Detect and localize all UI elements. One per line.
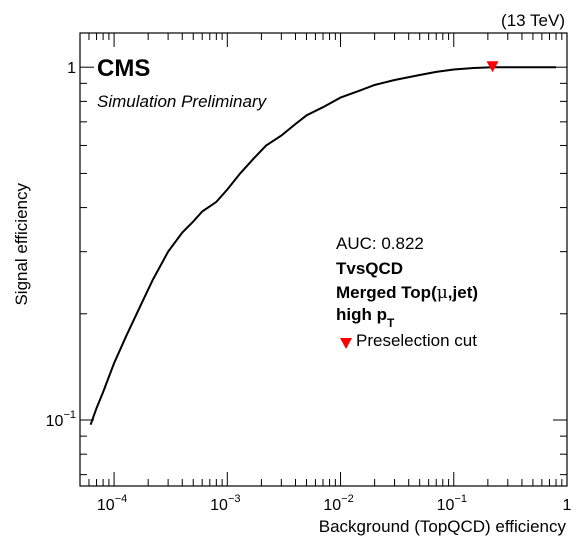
category-label: Merged Top(μ,jet) — [336, 283, 478, 303]
y-tick-label: 1 — [67, 60, 76, 77]
category-suffix: ,jet) — [448, 283, 478, 302]
tagger-label: TvsQCD — [336, 259, 403, 278]
x-tick-label-exponent: −1 — [454, 493, 467, 505]
axis-ticks — [79, 33, 568, 486]
pt-label: high pT — [336, 305, 395, 330]
pt-prefix: high p — [336, 305, 387, 324]
x-tick-label-base: 10 — [97, 497, 115, 514]
pt-subscript: T — [387, 316, 395, 330]
x-tick-label: 1 — [563, 497, 572, 514]
preselection-marker — [486, 61, 499, 73]
energy-label: (13 TeV) — [501, 11, 565, 30]
x-axis-label: Background (TopQCD) efficiency — [319, 517, 567, 536]
x-tick-label-base: 10 — [210, 497, 228, 514]
x-tick-label: 10−3 — [210, 493, 240, 514]
y-tick-label: 10−1 — [46, 409, 76, 430]
x-tick-label-base: 10 — [437, 497, 455, 514]
roc-curve-line — [89, 66, 556, 426]
legend-marker-label: Preselection cut — [356, 331, 477, 350]
x-tick-label: 10−4 — [97, 493, 127, 514]
x-tick-label-exponent: −4 — [115, 493, 128, 505]
x-tick-label-exponent: −3 — [228, 493, 241, 505]
x-tick-label: 10−1 — [437, 493, 467, 514]
category-prefix: Merged Top( — [336, 283, 437, 302]
y-tick-label-base: 10 — [46, 413, 64, 430]
x-tick-label-base: 10 — [323, 497, 341, 514]
auc-label: AUC: 0.822 — [336, 234, 424, 253]
y-axis-label: Signal efficiency — [12, 183, 31, 306]
x-tick-label: 10−2 — [323, 493, 353, 514]
y-tick-label-exponent: −1 — [63, 409, 76, 421]
category-mu: μ — [437, 283, 448, 303]
x-tick-label-exponent: −2 — [341, 493, 354, 505]
simulation-label: Simulation Preliminary — [97, 92, 268, 111]
legend-marker-icon — [340, 338, 352, 349]
axis-tick-labels: 10−4 10−3 10−2 10−1 110−11 — [46, 60, 572, 514]
cms-label: CMS — [97, 55, 150, 82]
